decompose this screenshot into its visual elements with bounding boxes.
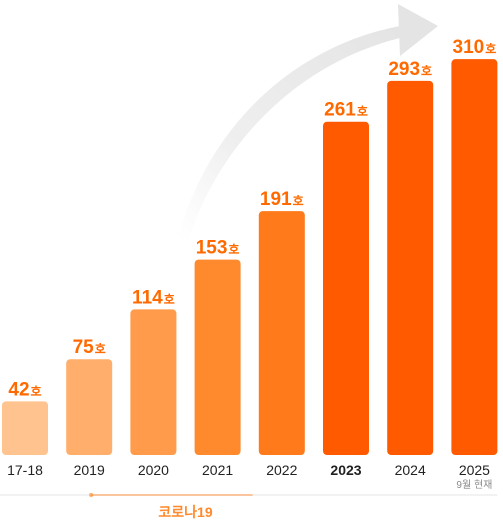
bar-2023 xyxy=(323,121,369,455)
bar-2020 xyxy=(130,309,177,455)
value-label-2025: 310호 xyxy=(453,37,497,58)
bar-17-18 xyxy=(2,401,48,455)
tick-label-2022: 2022 xyxy=(266,462,297,478)
tick-note-2025: 9월 현재 xyxy=(456,479,492,491)
bar-2021 xyxy=(194,259,241,455)
tick-label-2023: 2023 xyxy=(330,462,361,478)
tick-label-17-18: 17-18 xyxy=(7,462,43,478)
value-label-2021: 153호 xyxy=(196,238,240,259)
bar-2025 xyxy=(451,59,498,456)
value-label-2023: 261호 xyxy=(324,100,368,121)
value-label-2020: 114호 xyxy=(132,287,175,308)
bar-2019 xyxy=(66,359,113,455)
value-label-17-18: 42호 xyxy=(8,379,41,400)
tick-label-2021: 2021 xyxy=(202,462,233,478)
tick-label-2019: 2019 xyxy=(74,462,105,478)
bar-2022 xyxy=(258,211,305,455)
tick-label-2024: 2024 xyxy=(395,462,426,478)
value-label-2024: 293호 xyxy=(388,59,432,80)
value-label-2019: 75호 xyxy=(73,337,106,358)
covid-range-start-dot xyxy=(89,493,94,497)
tick-label-2020: 2020 xyxy=(138,462,169,478)
tick-label-2025: 2025 xyxy=(459,462,490,478)
trend-arrow-head xyxy=(398,4,438,56)
bar-2024 xyxy=(387,80,434,455)
covid-annotation-label: 코로나19 xyxy=(158,504,212,520)
value-label-2022: 191호 xyxy=(260,189,304,210)
